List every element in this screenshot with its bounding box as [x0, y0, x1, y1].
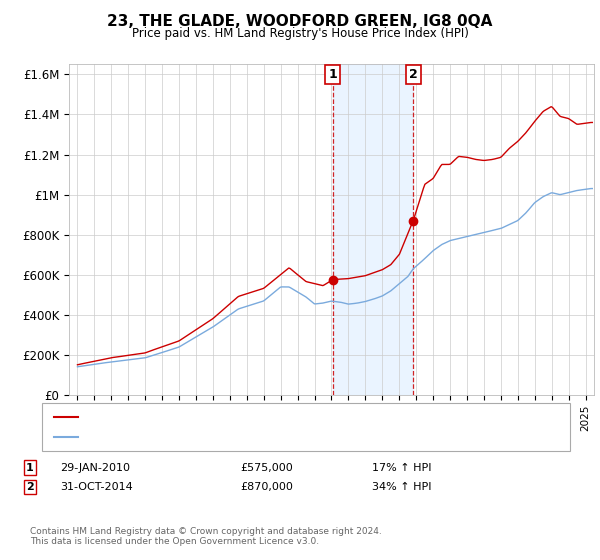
- Text: 1: 1: [26, 463, 34, 473]
- Text: 29-JAN-2010: 29-JAN-2010: [60, 463, 130, 473]
- Text: 2: 2: [26, 482, 34, 492]
- Text: 1: 1: [328, 68, 337, 81]
- Text: 34% ↑ HPI: 34% ↑ HPI: [372, 482, 431, 492]
- Text: 31-OCT-2014: 31-OCT-2014: [60, 482, 133, 492]
- Text: 17% ↑ HPI: 17% ↑ HPI: [372, 463, 431, 473]
- Text: 23, THE GLADE, WOODFORD GREEN, IG8 0QA: 23, THE GLADE, WOODFORD GREEN, IG8 0QA: [107, 14, 493, 29]
- Text: Contains HM Land Registry data © Crown copyright and database right 2024.
This d: Contains HM Land Registry data © Crown c…: [30, 526, 382, 546]
- Bar: [333, 64, 413, 395]
- Text: 23, THE GLADE, WOODFORD GREEN, IG8 0QA (detached house): 23, THE GLADE, WOODFORD GREEN, IG8 0QA (…: [87, 412, 421, 422]
- Text: £575,000: £575,000: [240, 463, 293, 473]
- Text: £870,000: £870,000: [240, 482, 293, 492]
- Text: HPI: Average price, detached house, Redbridge: HPI: Average price, detached house, Redb…: [87, 432, 333, 442]
- Text: Price paid vs. HM Land Registry's House Price Index (HPI): Price paid vs. HM Land Registry's House …: [131, 27, 469, 40]
- Text: 2: 2: [409, 68, 418, 81]
